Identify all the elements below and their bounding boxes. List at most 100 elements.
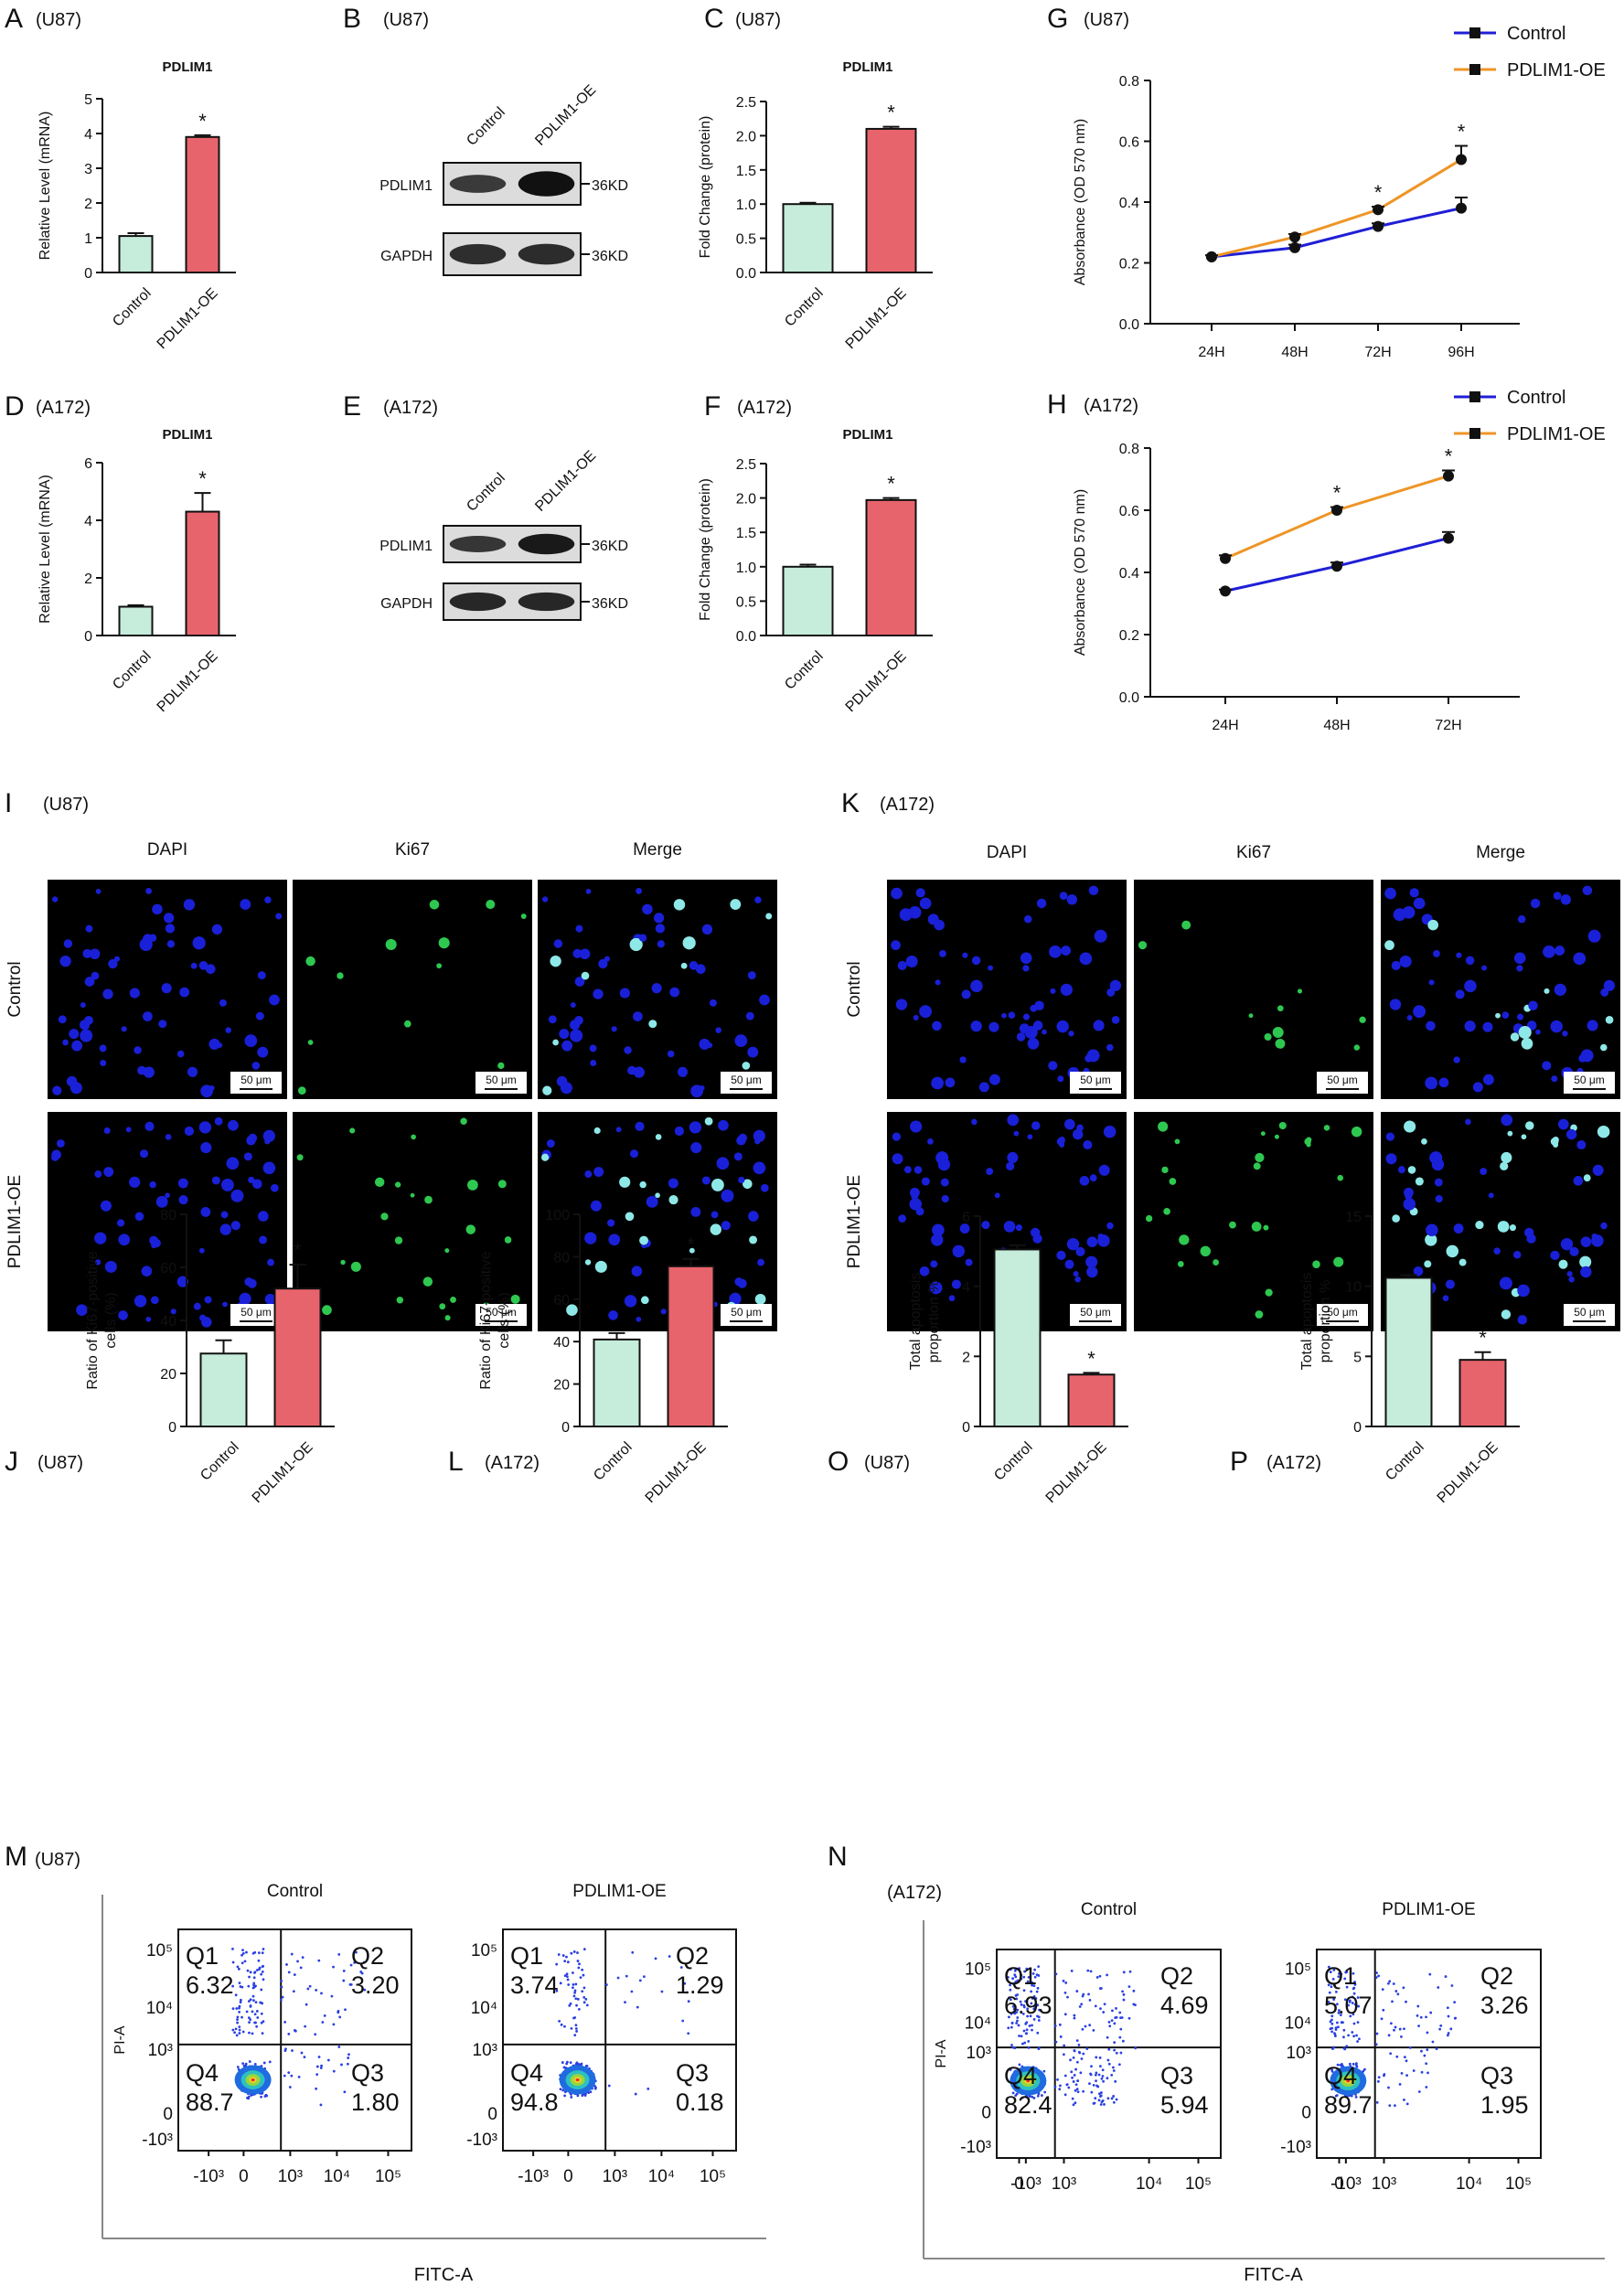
event-dot xyxy=(581,1990,584,1993)
nucleus xyxy=(246,1136,256,1146)
event-dot xyxy=(285,1963,288,1966)
event-dot xyxy=(249,1998,252,2002)
merged-nucleus xyxy=(689,1247,695,1254)
event-dot xyxy=(1332,2046,1336,2049)
merged-nucleus xyxy=(619,988,630,999)
nucleus xyxy=(892,1132,902,1141)
merged-nucleus xyxy=(757,1258,764,1266)
nucleus xyxy=(959,1056,967,1063)
y-tick-label: 0 xyxy=(163,2105,173,2124)
event-dot xyxy=(1062,1980,1065,1982)
merged-nucleus xyxy=(589,1044,597,1052)
merged-nucleus xyxy=(1528,1000,1538,1011)
event-dot xyxy=(241,1949,244,1952)
merged-nucleus xyxy=(1501,1151,1512,1163)
plot-frame xyxy=(996,1949,1222,2159)
event-dot xyxy=(337,2046,341,2048)
micrograph-grid-K: K (A172) DAPI Ki67 Merge Control 50 μm 50 μm 50 … xyxy=(841,788,1620,1331)
event-dot xyxy=(1079,2071,1083,2075)
panel-letter: J xyxy=(5,1447,18,1477)
quadrant-percent: 6.93 xyxy=(1004,1992,1052,2019)
bar-chart-O: O (U87) 0 2 4 6 Total apoptosis proportion % Con… xyxy=(828,1210,1128,1506)
nucleus xyxy=(986,1168,994,1175)
data-point xyxy=(1220,585,1231,597)
event-dot xyxy=(1095,2056,1098,2059)
event-dot xyxy=(1063,2074,1067,2078)
event-dot xyxy=(1085,2047,1089,2050)
event-dot xyxy=(1097,2099,1101,2102)
merged-nucleus xyxy=(1562,1031,1568,1037)
merged-nucleus xyxy=(1516,965,1523,972)
event-dot xyxy=(1009,2068,1012,2071)
protein-band xyxy=(518,592,575,612)
nucleus xyxy=(201,1317,212,1328)
event-dot xyxy=(1072,2103,1075,2107)
merged-nucleus xyxy=(572,948,582,958)
event-dot xyxy=(1028,2024,1031,2027)
event-dot xyxy=(1112,2095,1116,2098)
nucleus xyxy=(66,1075,78,1087)
event-dot xyxy=(1114,2079,1117,2083)
event-dot xyxy=(581,2094,584,2098)
merged-nucleus xyxy=(593,1127,601,1135)
event-dot xyxy=(1063,2044,1066,2047)
nucleus xyxy=(1064,1259,1074,1269)
quadrant-name: Q3 xyxy=(1160,2062,1193,2089)
event-dot xyxy=(634,2092,637,2096)
nucleus xyxy=(226,1157,240,1170)
event-dot xyxy=(1335,2003,1339,2006)
nucleus xyxy=(1059,892,1068,900)
ki67-signal xyxy=(1145,1214,1153,1223)
event-dot xyxy=(251,1999,255,2003)
event-dot xyxy=(660,1990,664,1993)
merged-nucleus xyxy=(654,913,665,924)
event-dot xyxy=(1332,1998,1336,2002)
scale-bar-label: 50 μm xyxy=(1327,1074,1358,1086)
nucleus xyxy=(1015,1224,1022,1232)
event-dot xyxy=(1076,2079,1080,2083)
merged-nucleus xyxy=(1501,1309,1512,1319)
event-dot xyxy=(572,1994,576,1998)
y-axis-label-line: Relative Level (mRNA) xyxy=(37,112,53,261)
merged-nucleus xyxy=(1513,952,1526,965)
ki67-signal xyxy=(1312,1260,1320,1268)
event-dot xyxy=(574,2027,578,2030)
merged-nucleus xyxy=(1560,894,1572,905)
bar-pdlim1-oe xyxy=(865,127,917,273)
column-label: DAPI xyxy=(987,843,1027,862)
density-contour xyxy=(575,2078,580,2082)
event-dot xyxy=(566,1978,570,1982)
event-dot xyxy=(1119,2027,1123,2031)
merged-nucleus xyxy=(608,1234,621,1246)
merged-nucleus xyxy=(655,1134,662,1140)
event-dot xyxy=(1336,2021,1339,2024)
nucleus xyxy=(1073,1271,1079,1277)
merged-nucleus xyxy=(629,1149,639,1159)
merged-nucleus xyxy=(1516,1013,1524,1020)
event-dot xyxy=(1102,2011,1106,2014)
x-tick-label: 10⁴ xyxy=(1456,2174,1482,2194)
protein-band xyxy=(518,533,575,555)
event-dot xyxy=(330,1994,334,1998)
event-dot xyxy=(1022,2005,1026,2009)
event-dot xyxy=(1037,1974,1041,1977)
nucleus xyxy=(144,1121,155,1131)
event-dot xyxy=(1099,2103,1103,2106)
nucleus xyxy=(275,913,283,920)
event-dot xyxy=(1014,1975,1018,1979)
y-axis-label: Fold Change (protein) xyxy=(698,478,713,621)
data-point xyxy=(1289,231,1300,243)
merged-nucleus xyxy=(738,1176,745,1184)
ki67-signal xyxy=(394,1236,403,1244)
panel-letter: I xyxy=(5,788,12,818)
merged-nucleus xyxy=(570,1020,581,1031)
line-chart-G: G (U87) 0.0 0.2 0.4 0.6 0.8 Absorbance (OD 570 … xyxy=(1047,4,1606,360)
event-dot xyxy=(304,2024,307,2028)
y-tick-label: 2 xyxy=(84,197,92,212)
merged-nucleus xyxy=(1587,929,1601,943)
event-dot xyxy=(254,2001,258,2004)
event-dot xyxy=(233,2031,236,2035)
event-dot xyxy=(1423,2054,1426,2057)
y-tick-label: 10³ xyxy=(1287,2044,1311,2063)
nucleus xyxy=(1085,1255,1098,1268)
